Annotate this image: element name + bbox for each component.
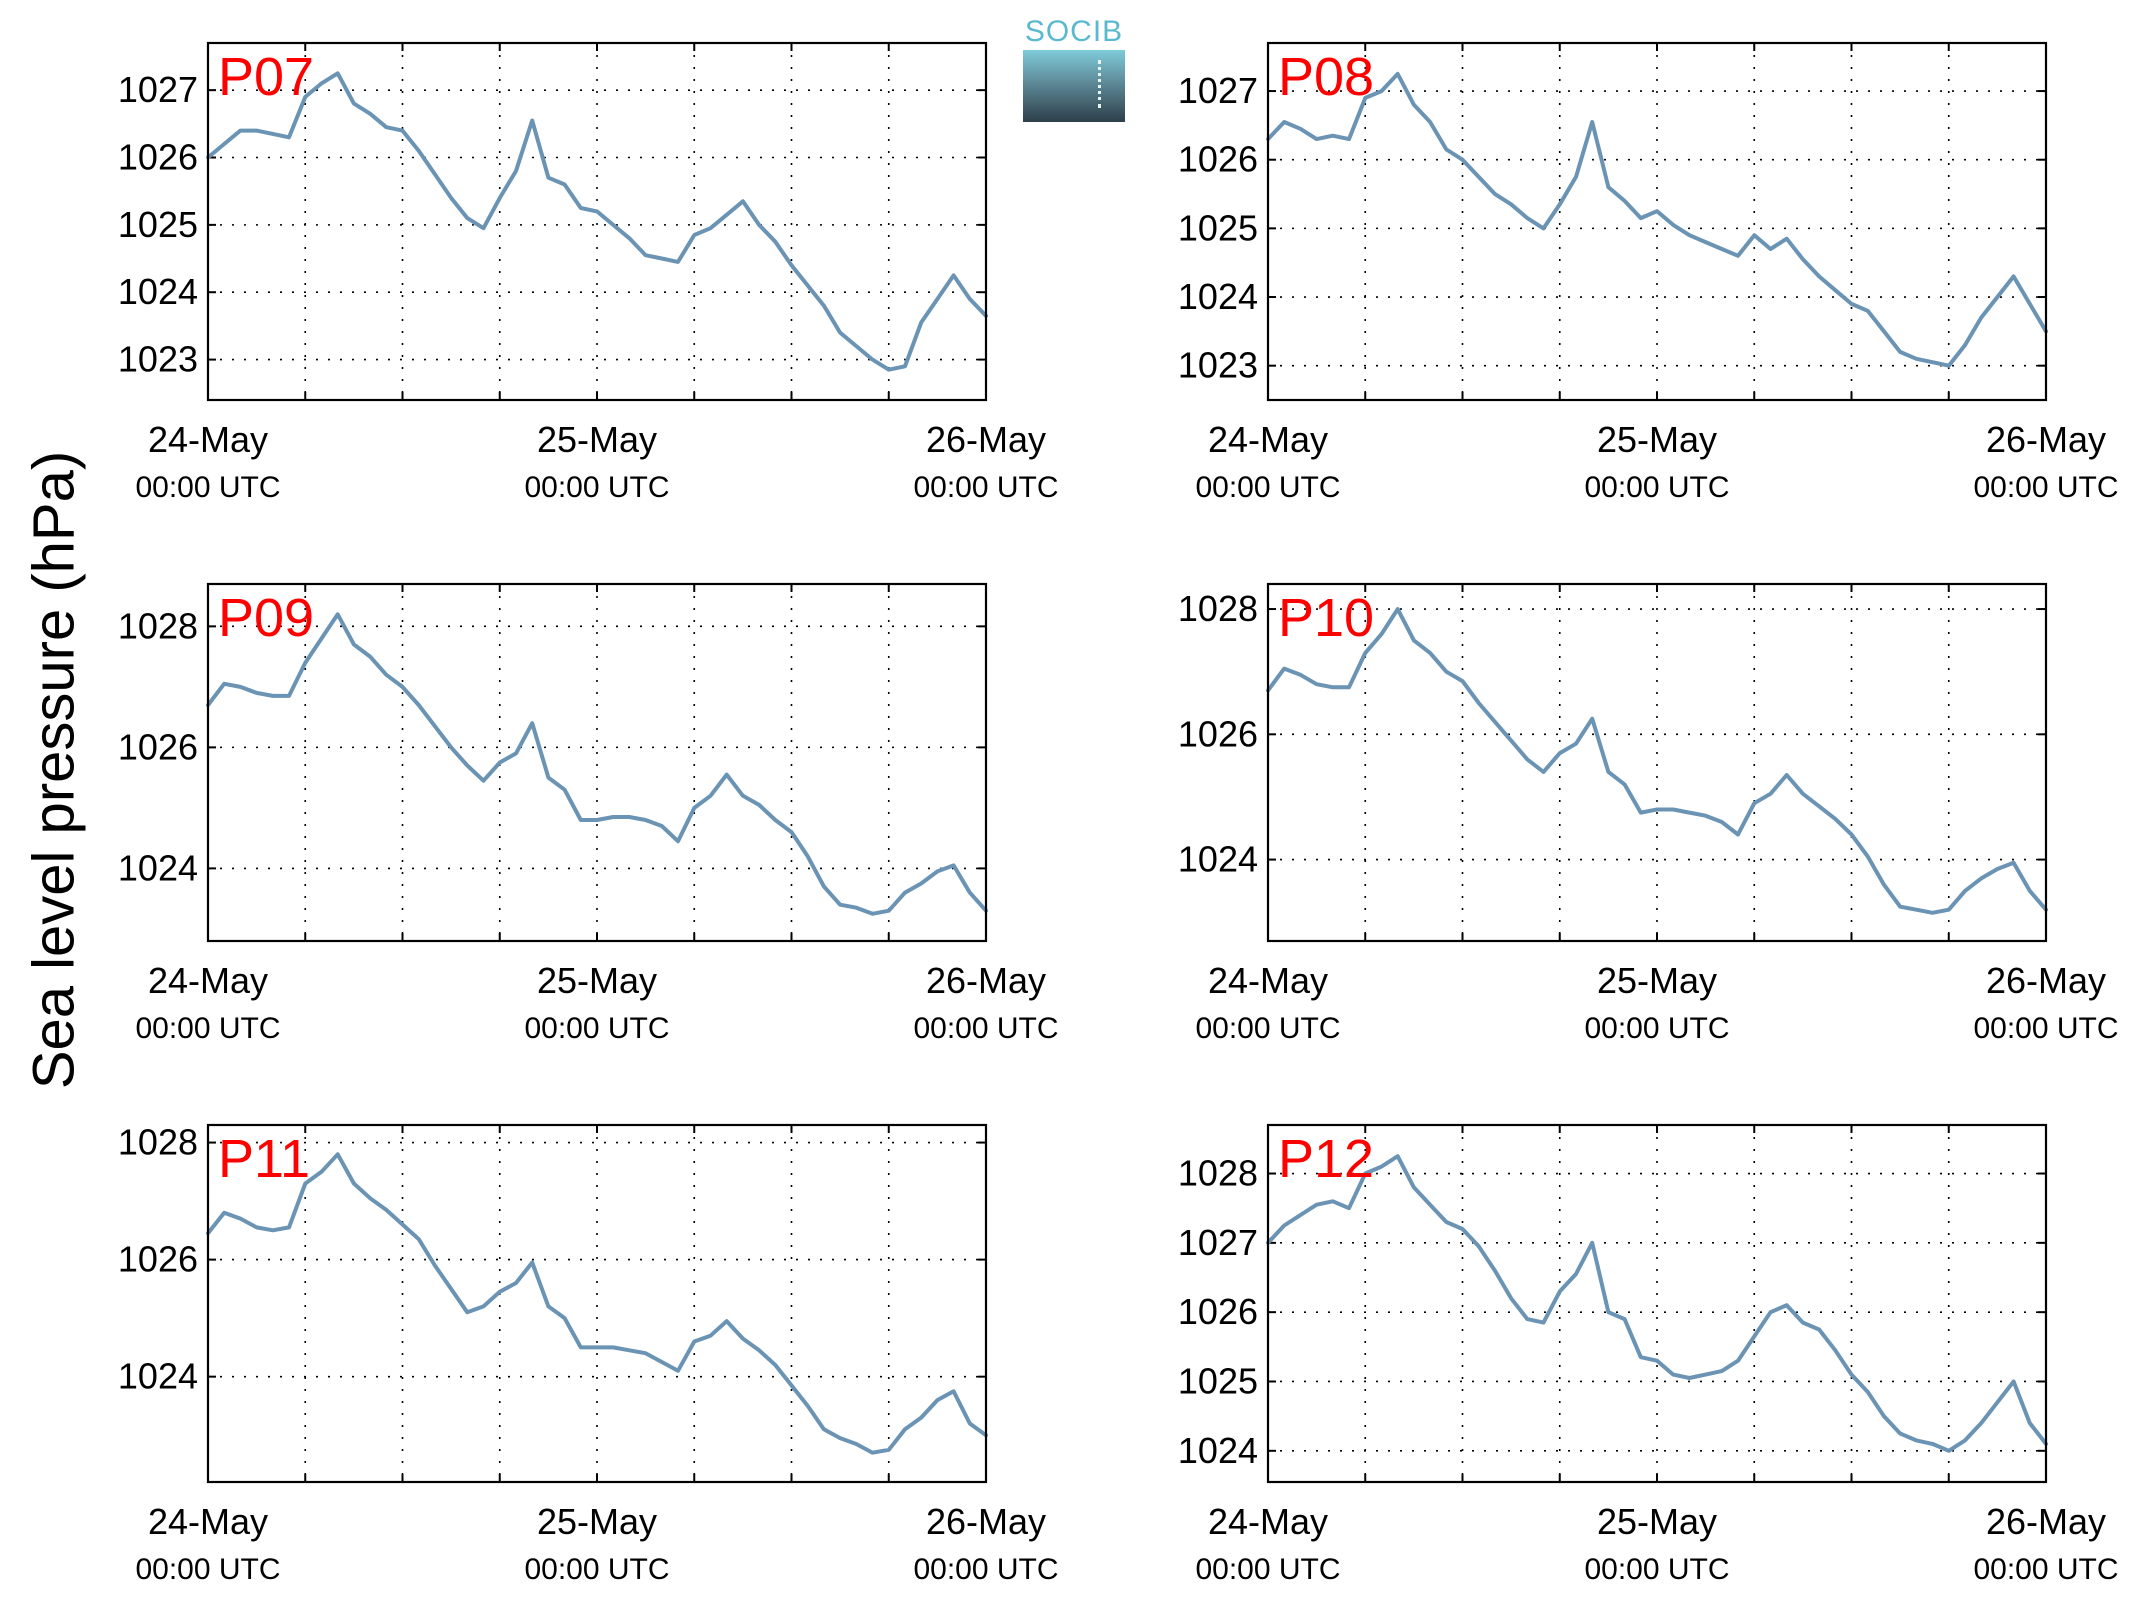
x-tick-label-time: 00:00 UTC xyxy=(1195,1553,1340,1586)
y-tick-label: 1026 xyxy=(1178,1291,1258,1332)
y-tick-label: 1024 xyxy=(1178,1430,1258,1471)
chart-panel-p10: 1024 1026 1028 24-May 00:00 UTC 25-May 00:00 U… xyxy=(1178,582,2119,1045)
x-tick-label-date: 25-May xyxy=(537,1501,657,1542)
y-tick-label: 1024 xyxy=(118,847,198,888)
x-tick-label-date: 24-May xyxy=(1208,1501,1328,1542)
x-tick-label-date: 26-May xyxy=(1986,960,2106,1001)
x-tick-label-date: 25-May xyxy=(537,960,657,1001)
x-tick-label-time: 00:00 UTC xyxy=(524,471,669,504)
x-tick-label-date: 26-May xyxy=(1986,1501,2106,1542)
plot-frame xyxy=(206,1123,988,1484)
y-tick-label: 1023 xyxy=(118,339,198,380)
y-tick-label: 1025 xyxy=(1178,207,1258,248)
x-tick-label-date: 24-May xyxy=(148,960,268,1001)
y-tick-label: 1025 xyxy=(1178,1360,1258,1401)
x-tick-label-time: 00:00 UTC xyxy=(913,471,1058,504)
station-label: P07 xyxy=(218,47,314,107)
pressure-series-line xyxy=(1266,71,2048,368)
station-label: P10 xyxy=(1278,588,1374,648)
x-tick-label-time: 00:00 UTC xyxy=(135,1553,280,1586)
chart-panel-p12: 1024 1025 1026 1027 1028 24-May 00:00 UTC 25-Ma… xyxy=(1178,1123,2119,1586)
y-tick-label: 1024 xyxy=(1178,276,1258,317)
x-tick-label-time: 00:00 UTC xyxy=(1584,1553,1729,1586)
logo-text: SOCIB xyxy=(1024,15,1124,48)
pressure-series-line xyxy=(1266,1154,2048,1453)
plot-frame xyxy=(1266,1123,2048,1484)
plot-frame xyxy=(1266,582,2048,943)
x-tick-label-time: 00:00 UTC xyxy=(913,1553,1058,1586)
station-label: P08 xyxy=(1278,47,1374,107)
x-tick-label-date: 25-May xyxy=(1597,419,1717,460)
pressure-series-line xyxy=(206,71,988,372)
x-tick-label-time: 00:00 UTC xyxy=(913,1012,1058,1045)
chart-panel-p07: 1023 1024 1025 1026 1027 24-May 00:00 UTC 25-Ma… xyxy=(118,41,1059,504)
chart-panel-p11: 1024 1026 1028 24-May 00:00 UTC 25-May 00:00 U… xyxy=(118,1122,1059,1586)
y-tick-label: 1026 xyxy=(1178,713,1258,754)
x-tick-label-date: 24-May xyxy=(148,419,268,460)
y-tick-label: 1026 xyxy=(1178,139,1258,180)
x-tick-label-time: 00:00 UTC xyxy=(1584,471,1729,504)
y-tick-label: 1026 xyxy=(118,1239,198,1280)
y-tick-label: 1028 xyxy=(1178,1153,1258,1194)
x-tick-label-time: 00:00 UTC xyxy=(135,1012,280,1045)
chart-panel-p09: 1024 1026 1028 24-May 00:00 UTC 25-May 00:00 U… xyxy=(118,582,1059,1045)
pressure-series-line xyxy=(1266,607,2048,915)
x-tick-label-date: 25-May xyxy=(1597,1501,1717,1542)
x-tick-label-date: 26-May xyxy=(926,1501,1046,1542)
y-tick-label: 1024 xyxy=(1178,839,1258,880)
x-tick-label-date: 24-May xyxy=(148,1501,268,1542)
x-tick-label-time: 00:00 UTC xyxy=(1973,1012,2118,1045)
chart-panel-p08: 1023 1024 1025 1026 1027 24-May 00:00 UTC 25-Ma… xyxy=(1178,41,2119,504)
x-tick-label-date: 26-May xyxy=(1986,419,2106,460)
y-tick-label: 1027 xyxy=(1178,1222,1258,1263)
pressure-series-line xyxy=(206,612,988,916)
x-tick-label-date: 25-May xyxy=(537,419,657,460)
y-tick-label: 1023 xyxy=(1178,345,1258,386)
y-tick-label: 1027 xyxy=(118,69,198,110)
plot-frame xyxy=(206,582,988,943)
y-tick-label: 1028 xyxy=(1178,588,1258,629)
socib-logo: SOCIB xyxy=(1023,16,1125,122)
y-tick-label: 1028 xyxy=(118,1122,198,1163)
plot-frame xyxy=(1266,41,2048,402)
x-tick-label-time: 00:00 UTC xyxy=(524,1553,669,1586)
y-tick-label: 1026 xyxy=(118,726,198,767)
pressure-series-line xyxy=(206,1152,988,1455)
station-label: P12 xyxy=(1278,1129,1374,1189)
x-tick-label-date: 24-May xyxy=(1208,419,1328,460)
x-tick-label-date: 26-May xyxy=(926,960,1046,1001)
x-tick-label-date: 25-May xyxy=(1597,960,1717,1001)
x-tick-label-time: 00:00 UTC xyxy=(135,471,280,504)
y-tick-label: 1028 xyxy=(118,605,198,646)
x-tick-label-time: 00:00 UTC xyxy=(1195,471,1340,504)
y-tick-label: 1024 xyxy=(118,1356,198,1397)
x-tick-label-time: 00:00 UTC xyxy=(1973,1553,2118,1586)
x-tick-label-date: 24-May xyxy=(1208,960,1328,1001)
plot-frame xyxy=(206,41,988,402)
x-tick-label-time: 00:00 UTC xyxy=(1584,1012,1729,1045)
x-tick-label-time: 00:00 UTC xyxy=(524,1012,669,1045)
x-tick-label-date: 26-May xyxy=(926,419,1046,460)
y-tick-label: 1025 xyxy=(118,204,198,245)
station-label: P11 xyxy=(218,1129,310,1189)
x-tick-label-time: 00:00 UTC xyxy=(1195,1012,1340,1045)
station-label: P09 xyxy=(218,588,314,648)
y-tick-label: 1027 xyxy=(1178,70,1258,111)
logo-wave-graphic xyxy=(1023,50,1125,122)
y-tick-label: 1026 xyxy=(118,137,198,178)
y-tick-label: 1024 xyxy=(118,271,198,312)
x-tick-label-time: 00:00 UTC xyxy=(1973,471,2118,504)
